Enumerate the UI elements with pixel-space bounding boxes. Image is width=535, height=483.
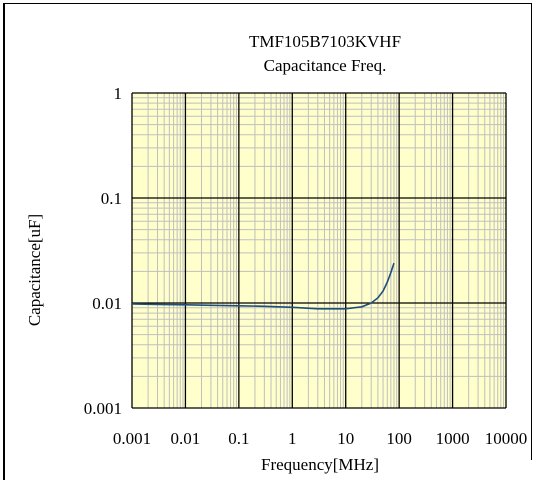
y-tick-label: 0.01 xyxy=(92,294,122,313)
x-tick-label: 0.001 xyxy=(113,429,151,448)
x-tick-label: 0.01 xyxy=(171,429,201,448)
x-axis-label: Frequency[MHz] xyxy=(261,455,379,474)
x-tick-label: 0.1 xyxy=(228,429,249,448)
grid xyxy=(131,92,507,409)
x-tick-label: 100 xyxy=(386,429,412,448)
x-tick-label: 10000 xyxy=(485,429,528,448)
chart-subtitle: Capacitance Freq. xyxy=(264,56,387,75)
x-tick-label: 10 xyxy=(337,429,354,448)
x-tick-label: 1000 xyxy=(436,429,470,448)
x-tick-label: 1 xyxy=(288,429,297,448)
plot-background xyxy=(132,93,506,408)
y-tick-label: 0.001 xyxy=(84,399,122,418)
chart-title: TMF105B7103KVHF xyxy=(249,32,401,51)
x-tick-labels: 0.001 0.01 0.1 1 10 100 1000 10000 xyxy=(113,429,527,448)
capacitance-series-line xyxy=(131,262,395,310)
y-axis-label: Capacitance[uF] xyxy=(25,214,44,326)
y-tick-labels: 0.001 0.01 0.1 1 xyxy=(84,84,122,418)
y-tick-label: 0.1 xyxy=(101,189,122,208)
y-tick-label: 1 xyxy=(114,84,123,103)
series-group xyxy=(131,262,395,310)
